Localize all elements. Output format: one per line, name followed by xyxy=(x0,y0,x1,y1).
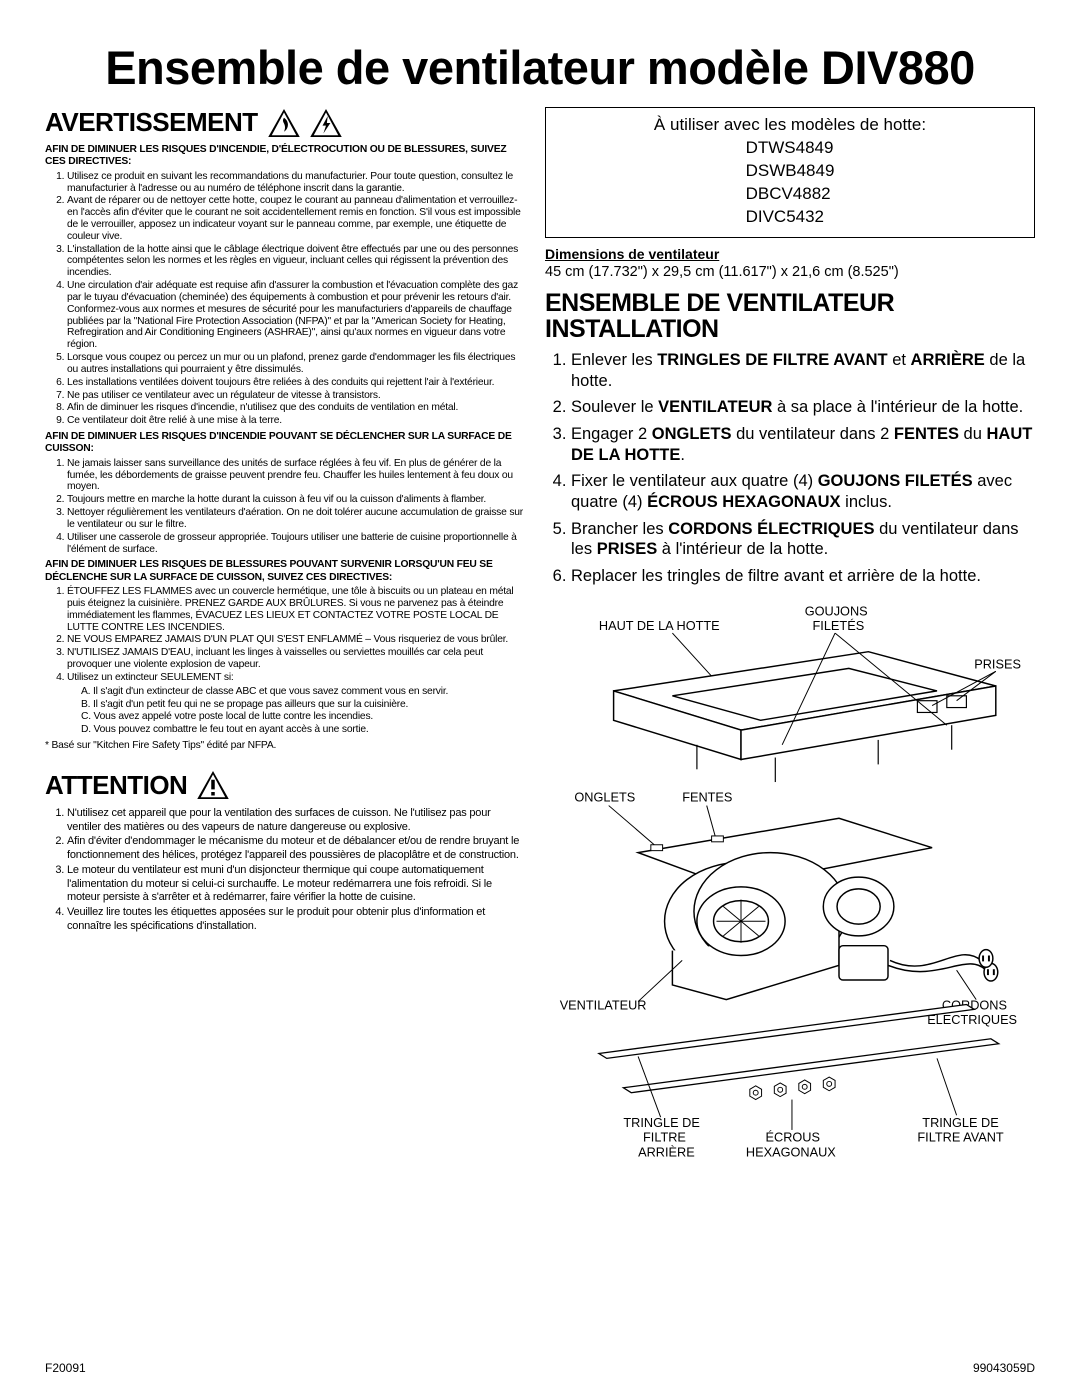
right-column: À utiliser avec les modèles de hotte: DT… xyxy=(545,107,1035,1177)
list-item: Lorsque vous coupez ou percez un mur ou … xyxy=(67,352,525,376)
list-item: Enlever les TRINGLES DE FILTRE AVANT et … xyxy=(571,350,1035,391)
label-ventilateur: VENTILATEUR xyxy=(560,998,647,1013)
model-item: DSWB4849 xyxy=(746,160,835,183)
label-fentes: FENTES xyxy=(682,790,732,805)
avert-intro: AFIN DE DIMINUER LES RISQUES D'INCENDIE,… xyxy=(45,144,525,169)
page: Ensemble de ventilateur modèle DIV880 AV… xyxy=(0,0,1080,1397)
list-item: D. Vous pouvez combattre le feu tout en … xyxy=(81,724,525,736)
list-item: L'installation de la hotte ainsi que le … xyxy=(67,244,525,279)
models-box: À utiliser avec les modèles de hotte: DT… xyxy=(545,107,1035,238)
label-tringle-arr1: TRINGLE DE xyxy=(623,1115,699,1130)
fire-list: ÉTOUFFEZ LES FLAMMES avec un couvercle h… xyxy=(45,586,525,736)
list-item: Engager 2 ONGLETS du ventilateur dans 2 … xyxy=(571,424,1035,465)
list-item: Replacer les tringles de filtre avant et… xyxy=(571,566,1035,587)
fire-intro: AFIN DE DIMINUER LES RISQUES DE BLESSURE… xyxy=(45,559,525,584)
label-goujons2: FILETÉS xyxy=(813,619,865,634)
footer: F20091 99043059D xyxy=(45,1361,1035,1375)
list-item: N'UTILISEZ JAMAIS D'EAU, incluant les li… xyxy=(67,647,525,671)
label-tringle-arr3: ARRIÈRE xyxy=(638,1145,695,1160)
list-item: Utilisez ce produit en suivant les recom… xyxy=(67,171,525,195)
label-onglets: ONGLETS xyxy=(574,790,635,805)
page-title: Ensemble de ventilateur modèle DIV880 xyxy=(45,40,1035,95)
list-item: ÉTOUFFEZ LES FLAMMES avec un couvercle h… xyxy=(67,586,525,633)
nfpa-note: * Basé sur "Kitchen Fire Safety Tips" éd… xyxy=(45,740,525,752)
fire-warning-icon xyxy=(268,109,300,137)
hood-top xyxy=(614,652,996,760)
avertissement-heading: AVERTISSEMENT xyxy=(45,107,258,138)
list-item: Utiliser une casserole de grosseur appro… xyxy=(67,532,525,556)
attention-heading-row: ATTENTION xyxy=(45,770,525,801)
attention-list: N'utilisez cet appareil que pour la vent… xyxy=(45,807,525,934)
label-tringle-arr2: FILTRE xyxy=(643,1130,686,1145)
list-item: Toujours mettre en marche la hotte duran… xyxy=(67,494,525,506)
list-item: Afin d'éviter d'endommager le mécanisme … xyxy=(67,835,525,863)
left-column: AVERTISSEMENT AFIN DE DIMINUER LES RISQU… xyxy=(45,107,525,1177)
label-goujons: GOUJONS xyxy=(805,604,868,619)
dimensions-text: 45 cm (17.732") x 29,5 cm (11.617") x 21… xyxy=(545,264,1035,280)
attention-warning-icon xyxy=(197,771,229,799)
label-ecrous2: HEXAGONAUX xyxy=(746,1145,836,1160)
surface-list: Ne jamais laisser sans surveillance des … xyxy=(45,458,525,556)
models-list: DTWS4849DSWB4849DBCV4882DIVC5432 xyxy=(746,137,835,229)
list-item: Ce ventilateur doit être relié à une mis… xyxy=(67,415,525,427)
shock-warning-icon xyxy=(310,109,342,137)
list-item: Les installations ventilées doivent touj… xyxy=(67,377,525,389)
list-item: Nettoyer régulièrement les ventilateurs … xyxy=(67,507,525,531)
avert-list: Utilisez ce produit en suivant les recom… xyxy=(45,171,525,427)
list-item: Une circulation d'air adéquate est requi… xyxy=(67,280,525,351)
list-item: Veuillez lire toutes les étiquettes appo… xyxy=(67,906,525,934)
dimensions-label: Dimensions de ventilateur xyxy=(545,246,1035,262)
box-intro: À utiliser avec les modèles de hotte: xyxy=(560,114,1020,137)
label-prises: PRISES xyxy=(974,657,1021,672)
list-item: N'utilisez cet appareil que pour la vent… xyxy=(67,807,525,835)
label-haut: HAUT DE LA HOTTE xyxy=(599,619,720,634)
list-item: Le moteur du ventilateur est muni d'un d… xyxy=(67,864,525,905)
list-item: Fixer le ventilateur aux quatre (4) GOUJ… xyxy=(571,471,1035,512)
list-item: NE VOUS EMPAREZ JAMAIS D'UN PLAT QUI S'E… xyxy=(67,634,525,646)
list-item: Soulever le VENTILATEUR à sa place à l'i… xyxy=(571,397,1035,418)
surface-intro: AFIN DE DIMINUER LES RISQUES D'INCENDIE … xyxy=(45,431,525,456)
label-tringle-av1: TRINGLE DE xyxy=(922,1115,998,1130)
footer-left: F20091 xyxy=(45,1361,86,1375)
list-item: Ne pas utiliser ce ventilateur avec un r… xyxy=(67,390,525,402)
attention-heading: ATTENTION xyxy=(45,770,187,801)
model-item: DTWS4849 xyxy=(746,137,835,160)
list-item: Afin de diminuer les risques d'incendie,… xyxy=(67,402,525,414)
list-item: Brancher les CORDONS ÉLECTRIQUES du vent… xyxy=(571,519,1035,560)
installation-diagram: HAUT DE LA HOTTE GOUJONS FILETÉS PRISES xyxy=(545,592,1035,1172)
list-item: Utilisez un extincteur SEULEMENT si:A. I… xyxy=(67,672,525,736)
list-item: C. Vous avez appelé votre poste local de… xyxy=(81,711,525,723)
model-item: DBCV4882 xyxy=(746,183,835,206)
model-item: DIVC5432 xyxy=(746,206,835,229)
installation-heading: ENSEMBLE DE VENTILATEUR INSTALLATION xyxy=(545,290,1035,343)
list-item: B. Il s'agit d'un petit feu qui ne se pr… xyxy=(81,699,525,711)
label-ecrous1: ÉCROUS xyxy=(766,1130,820,1145)
avertissement-heading-row: AVERTISSEMENT xyxy=(45,107,525,138)
list-item: Avant de réparer ou de nettoyer cette ho… xyxy=(67,195,525,242)
list-item: A. Il s'agit d'un extincteur de classe A… xyxy=(81,686,525,698)
label-tringle-av2: FILTRE AVANT xyxy=(917,1130,1004,1145)
blower xyxy=(638,819,932,1000)
install-list: Enlever les TRINGLES DE FILTRE AVANT et … xyxy=(545,350,1035,586)
two-columns: AVERTISSEMENT AFIN DE DIMINUER LES RISQU… xyxy=(45,107,1035,1177)
list-item: Ne jamais laisser sans surveillance des … xyxy=(67,458,525,493)
footer-right: 99043059D xyxy=(973,1361,1035,1375)
